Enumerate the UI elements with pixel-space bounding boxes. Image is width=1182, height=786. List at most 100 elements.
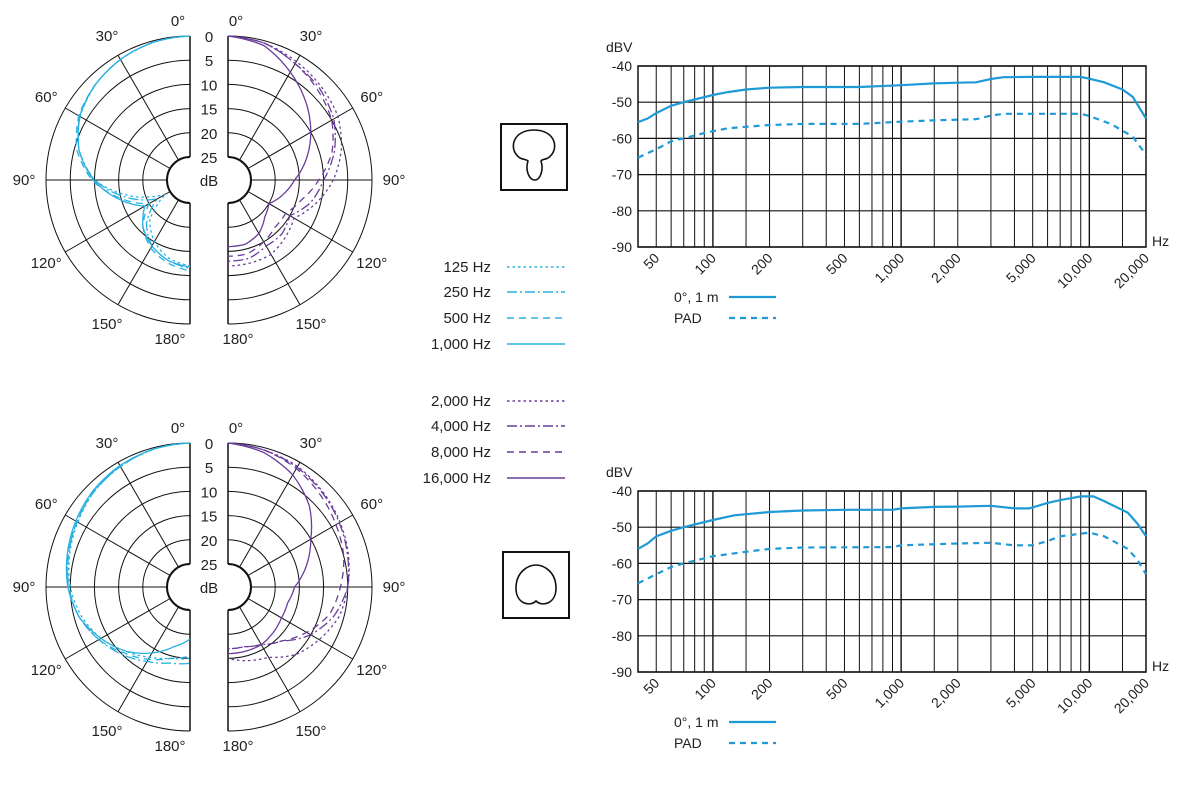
- polar-hub: [227, 563, 252, 611]
- polar-spoke: [65, 107, 171, 169]
- polar-angle-label: 90°: [383, 579, 406, 596]
- polar-spoke: [247, 514, 353, 576]
- response-legend-item: PAD: [674, 310, 776, 326]
- response-legend-label: 0°, 1 m: [674, 714, 719, 730]
- response-legend-label: PAD: [674, 310, 702, 326]
- polar-angle-label: 180°: [154, 738, 185, 755]
- polar-db-label: 5: [205, 460, 213, 477]
- polar-curve-1000hz: [65, 442, 191, 655]
- polar-angle-label: 120°: [356, 255, 387, 272]
- y-tick-label: -70: [612, 592, 632, 608]
- y-tick-label: -40: [612, 483, 632, 499]
- x-tick-label: 20,000: [1111, 675, 1153, 717]
- polar-db-label: 20: [201, 533, 218, 550]
- polar-angle-label: 30°: [300, 435, 323, 452]
- polar-spoke: [239, 199, 301, 305]
- frequency-response-chart-cardioid: -40 -50 -60 -70 -80 -90 dBV Hz 50 100 200 500 1,000 2…: [606, 464, 1169, 751]
- legend-label: 500 Hz: [443, 310, 491, 327]
- polar-spoke: [117, 55, 179, 161]
- polar-db-label: 10: [201, 484, 218, 501]
- polar-db-label: 25: [201, 557, 218, 574]
- polar-spoke: [239, 55, 301, 161]
- legend-item: 125 Hz: [443, 259, 565, 276]
- polar-angle-label: 30°: [300, 28, 323, 45]
- legend-item: 8,000 Hz: [431, 444, 565, 461]
- response-line-on-axis: [637, 75, 1147, 124]
- polar-angle-label: 60°: [360, 496, 383, 513]
- polar-spoke: [65, 514, 171, 576]
- polar-angle-label: 0°: [229, 420, 243, 437]
- x-tick-label: 500: [823, 250, 851, 278]
- polar-angle-label: 60°: [35, 89, 58, 106]
- polar-angle-label: 60°: [35, 496, 58, 513]
- polar-spoke: [117, 199, 179, 305]
- polar-angle-label: 0°: [171, 420, 185, 437]
- response-legend-label: PAD: [674, 735, 702, 751]
- y-tick-label: -90: [612, 239, 632, 255]
- polar-db-label: 25: [201, 150, 218, 167]
- polar-angle-label: 30°: [96, 435, 119, 452]
- polar-angle-label: 30°: [96, 28, 119, 45]
- polar-ring: [166, 563, 191, 611]
- x-tick-label: 20,000: [1111, 250, 1153, 292]
- polar-db-label: 10: [201, 77, 218, 94]
- polar-db-label: 15: [201, 509, 218, 526]
- polar-curve-2000hz: [227, 442, 350, 662]
- polar-curve-1000hz: [77, 35, 191, 268]
- icon-frame: [500, 123, 568, 191]
- x-tick-label: 200: [748, 250, 776, 278]
- polar-angle-label: 150°: [295, 723, 326, 740]
- response-legend-item: 0°, 1 m: [674, 289, 776, 305]
- polar-angle-label: 90°: [383, 172, 406, 189]
- plot-frame: [637, 490, 1147, 673]
- polar-curve-4000hz: [227, 442, 350, 650]
- x-tick-label: 200: [748, 675, 776, 703]
- legend-item: 250 Hz: [443, 284, 565, 301]
- response-legend-item: PAD: [674, 735, 776, 751]
- y-tick-label: -90: [612, 664, 632, 680]
- polar-ring: [166, 156, 191, 204]
- x-tick-label: 100: [691, 675, 719, 703]
- response-legend-label: 0°, 1 m: [674, 289, 719, 305]
- x-tick-label: 5,000: [1003, 675, 1039, 711]
- polar-half-left: 0° 30° 60° 90° 120° 150° 180°: [13, 13, 191, 348]
- x-tick-label: 10,000: [1054, 250, 1096, 292]
- polar-half-left: 0° 30° 60° 90° 120° 150° 180°: [13, 420, 191, 755]
- legend-label: 2,000 Hz: [431, 393, 491, 410]
- legend-item: 500 Hz: [443, 310, 565, 327]
- x-tick-label: 5,000: [1003, 250, 1039, 286]
- polar-angle-label: 0°: [171, 13, 185, 30]
- y-tick-label: -50: [612, 519, 632, 535]
- response-line-pad: [637, 531, 1147, 585]
- response-legend-item: 0°, 1 m: [674, 714, 776, 730]
- y-tick-label: -80: [612, 628, 632, 644]
- polar-chart-cardioid: 0° 30° 60° 90° 120° 150° 180° 0° 30° 60° 90° 120° 15…: [13, 420, 406, 755]
- polar-db-label: 15: [201, 102, 218, 119]
- polar-unit-label: dB: [200, 580, 218, 597]
- y-axis-label: dBV: [606, 464, 633, 480]
- polar-hub: [166, 563, 191, 611]
- legend-item: 16,000 Hz: [423, 470, 565, 487]
- polar-spoke: [247, 191, 353, 253]
- polar-angle-label: 90°: [13, 579, 36, 596]
- polar-curve-8000hz: [227, 35, 334, 257]
- cardioid-pattern-icon: [502, 551, 570, 619]
- x-tick-label: 1,000: [871, 675, 907, 711]
- polar-angle-label: 0°: [229, 13, 243, 30]
- x-tick-label: 1,000: [871, 250, 907, 286]
- y-axis-label: dBV: [606, 39, 633, 55]
- y-tick-label: -60: [612, 555, 632, 571]
- polar-spoke: [239, 462, 301, 568]
- polar-angle-label: 150°: [91, 723, 122, 740]
- polar-curve-16000hz: [227, 442, 313, 655]
- frequency-response-chart-supercardioid: -40 -50 -60 -70 -80 -90 dBV Hz 50 100 200 500 1,000 2…: [606, 39, 1169, 326]
- legend-item: 4,000 Hz: [431, 418, 565, 435]
- polar-angle-label: 180°: [222, 738, 253, 755]
- polar-ring: [227, 563, 252, 611]
- polar-curve-16000hz: [227, 35, 312, 248]
- legend-label: 250 Hz: [443, 284, 491, 301]
- icon-frame: [502, 551, 570, 619]
- plot-frame: [637, 65, 1147, 248]
- cardioid-shape: [515, 564, 557, 605]
- y-tick-label: -40: [612, 58, 632, 74]
